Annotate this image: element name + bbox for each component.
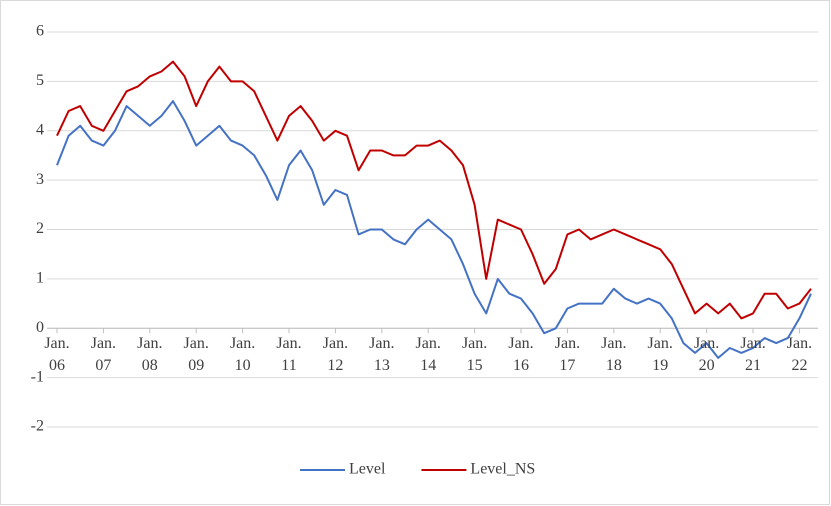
x-tick-label: Jan. 19	[647, 335, 673, 375]
x-tick-label: Jan. 06	[44, 335, 70, 375]
x-tick-label: Jan. 16	[508, 335, 534, 375]
y-tick-label: 2	[36, 220, 44, 237]
x-tick-label: Jan. 11	[276, 335, 302, 375]
x-tick-label: Jan. 13	[369, 335, 395, 375]
x-tick-label: Jan. 12	[322, 335, 349, 375]
x-tick-label: Jan. 15	[461, 335, 488, 375]
x-tick-label: Jan. 21	[740, 335, 766, 375]
y-tick-label: -2	[31, 418, 44, 435]
x-tick-label: Jan. 10	[229, 335, 256, 375]
y-tick-label: 1	[36, 270, 44, 287]
x-tick-label: Jan. 18	[601, 335, 627, 375]
series-line	[56, 100, 812, 359]
y-tick-label: 3	[36, 171, 44, 188]
legend-label: Level_NS	[470, 461, 535, 478]
x-tick-label: Jan. 07	[90, 335, 117, 375]
y-tick-label: 6	[36, 23, 44, 40]
x-tick-label: Jan. 20	[693, 335, 720, 375]
y-tick-label: -1	[31, 368, 44, 385]
series-line	[56, 60, 812, 320]
x-tick-label: Jan. 09	[183, 335, 209, 375]
y-tick-label: 0	[36, 319, 44, 336]
x-tick-label: Jan. 14	[415, 335, 441, 375]
legend-label: Level	[349, 461, 386, 478]
y-tick-label: 4	[36, 121, 44, 138]
x-tick-label: Jan. 17	[554, 335, 581, 375]
x-tick-label: Jan. 22	[786, 335, 813, 375]
y-tick-label: 5	[36, 72, 44, 89]
x-tick-label: Jan. 08	[137, 335, 163, 375]
